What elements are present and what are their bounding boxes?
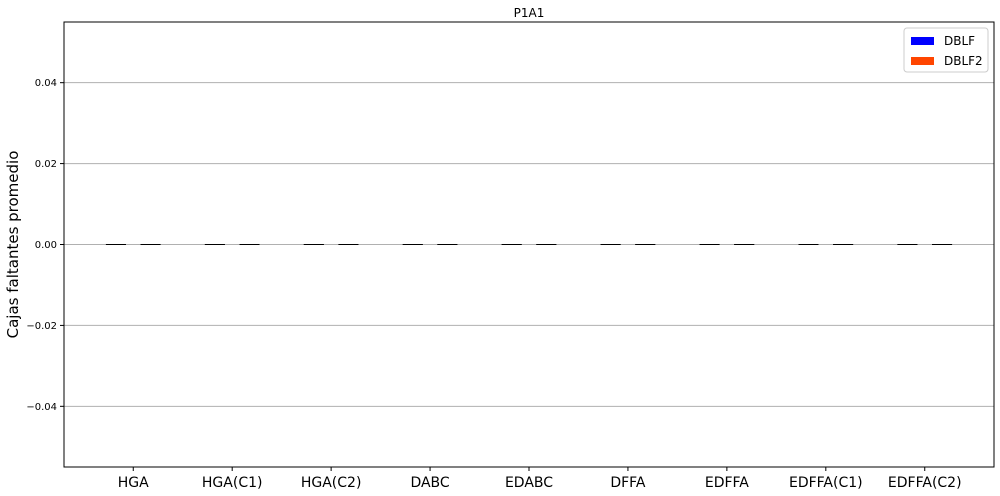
- y-axis-label: Cajas faltantes promedio: [4, 151, 22, 339]
- x-tick-label: HGA: [118, 475, 149, 491]
- x-tick-label: DFFA: [610, 475, 646, 491]
- y-tick-label: 0.04: [35, 78, 57, 89]
- x-tick-label: HGA(C2): [301, 475, 362, 491]
- chart-title: P1A1: [514, 6, 545, 20]
- legend-swatch-dblf: [911, 37, 934, 45]
- x-axis-ticks: HGA HGA(C1) HGA(C2) DABC EDABC DFFA EDFFA EDFFA…: [118, 467, 962, 491]
- legend-swatch-dblf2: [911, 57, 934, 65]
- y-tick-label: −0.04: [26, 402, 57, 413]
- x-tick-label: EDABC: [505, 475, 553, 491]
- y-tick-label: 0.02: [35, 159, 57, 170]
- x-tick-label: DABC: [410, 475, 449, 491]
- x-tick-label: HGA(C1): [202, 475, 263, 491]
- y-axis-ticks: −0.04 −0.02 0.00 0.02 0.04: [26, 78, 64, 413]
- grid-lines: [64, 82, 994, 407]
- legend-label-dblf2: DBLF2: [944, 54, 983, 68]
- x-tick-label: EDFFA(C2): [888, 475, 962, 491]
- y-tick-label: −0.02: [26, 321, 57, 332]
- legend-label-dblf: DBLF: [944, 34, 975, 48]
- plot-frame: [63, 21, 995, 468]
- x-tick-label: EDFFA: [705, 475, 749, 491]
- y-tick-label: 0.00: [35, 240, 57, 251]
- x-tick-label: EDFFA(C1): [789, 475, 863, 491]
- legend: DBLF DBLF2: [903, 27, 989, 73]
